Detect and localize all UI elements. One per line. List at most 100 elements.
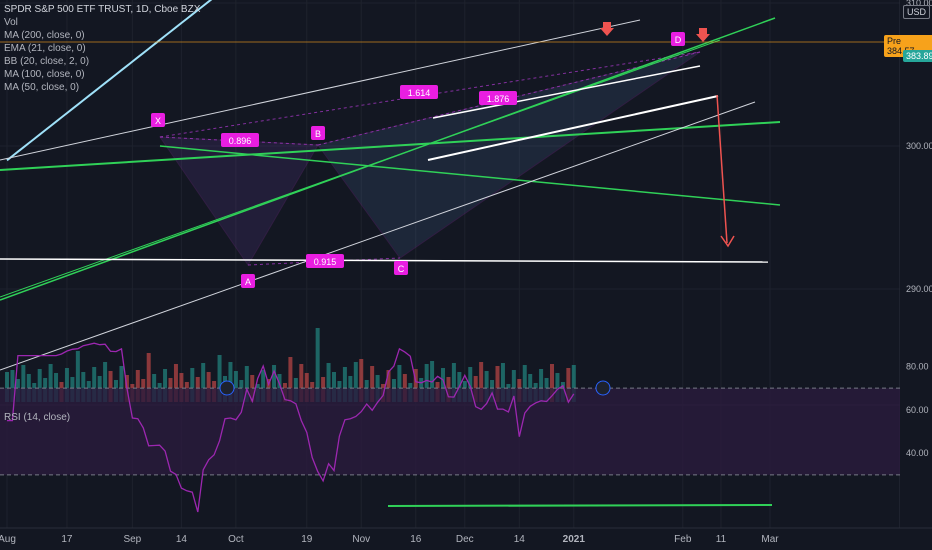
legend-ma200[interactable]: MA (200, close, 0) <box>4 30 85 41</box>
volume-bar <box>54 373 59 402</box>
down-arrow-icon <box>696 28 710 42</box>
resistance-line <box>432 65 701 119</box>
volume-bar <box>299 364 304 402</box>
volume-bar <box>484 371 489 402</box>
trend-lines <box>0 17 900 371</box>
time-tick-label: 19 <box>301 534 313 545</box>
rsi-support-line <box>387 504 773 507</box>
currency-label[interactable]: USD <box>903 5 931 19</box>
moving-averages <box>6 0 213 162</box>
volume-bar <box>402 374 407 402</box>
ma200-line <box>6 0 213 162</box>
pattern-point-d-bg <box>671 32 685 46</box>
volume-bar <box>304 373 309 402</box>
volume-bar <box>21 365 26 402</box>
volume-bar <box>370 366 375 402</box>
pattern-ratio: 0.915 <box>314 257 337 267</box>
time-tick-label: 14 <box>514 534 526 545</box>
rsi-band <box>0 388 900 475</box>
pattern-point-c: C <box>398 264 405 274</box>
green-trendline-down <box>159 145 781 206</box>
price-tick-label: 300.00 <box>906 141 932 151</box>
volume-bar <box>386 370 391 402</box>
pattern-point-d: D <box>675 35 682 45</box>
volume-bar <box>511 370 516 402</box>
pattern-bcd <box>317 51 701 259</box>
volume-bar <box>539 369 544 402</box>
volume-bar <box>48 364 53 402</box>
volume-bar <box>566 368 571 402</box>
legend-ma50[interactable]: MA (50, close, 0) <box>4 82 80 93</box>
time-tick-label: 16 <box>410 534 422 545</box>
volume-bar <box>146 353 151 402</box>
pattern-ratio: 1.876 <box>487 94 510 104</box>
channel-lower <box>0 101 756 371</box>
volume-bar <box>451 363 456 402</box>
legend: SPDR S&P 500 ETF TRUST, 1D, Cboe BZX Vol… <box>4 3 200 94</box>
green-trendline-flat <box>0 121 781 171</box>
axis-bg <box>900 0 932 550</box>
time-tick-label: 17 <box>61 534 73 545</box>
pattern-diagonal <box>159 51 701 138</box>
volume-bar <box>468 367 473 402</box>
legend-ema21[interactable]: EMA (21, close, 0) <box>4 43 86 54</box>
volume-bar <box>397 365 402 402</box>
pre-label: Pre <box>887 36 902 46</box>
volume-bar <box>441 368 445 402</box>
time-tick-label: Nov <box>352 534 370 545</box>
pattern-ratio-bg <box>479 91 517 105</box>
volume-bar <box>277 374 282 402</box>
rsi-tick-label: 80.00 <box>906 361 929 371</box>
volume-bar <box>103 362 108 402</box>
volume-bar <box>315 328 320 402</box>
pattern-ratio-bg <box>306 254 344 268</box>
volume-bar <box>522 365 527 402</box>
volume-bar <box>217 355 222 402</box>
down-arrow-icon <box>600 22 614 36</box>
time-tick-label: Oct <box>228 534 244 545</box>
legend-ma100[interactable]: MA (100, close, 0) <box>4 69 85 80</box>
time-tick-label: Sep <box>123 534 141 545</box>
pattern-ratio: 1.614 <box>408 88 431 98</box>
legend-bb[interactable]: BB (20, close, 2, 0) <box>4 56 90 67</box>
volume-bar <box>206 372 211 402</box>
volume-bar <box>244 366 249 402</box>
pattern-point-b: B <box>315 129 321 139</box>
symbol-title[interactable]: SPDR S&P 500 ETF TRUST, 1D, Cboe BZX <box>4 4 201 15</box>
pattern-diagonal <box>247 257 401 266</box>
time-axis: Aug 17 Sep 14 Oct 19 Nov 16 Dec 14 2021 Feb 11 Mar <box>0 527 932 545</box>
volume-bar <box>288 357 293 402</box>
pattern-point-a-bg <box>241 274 255 288</box>
volume-bar <box>10 370 15 402</box>
time-tick-label: Dec <box>456 534 474 545</box>
rsi-line <box>7 342 575 513</box>
volume-bar <box>555 373 560 402</box>
green-channel-mid <box>0 39 721 298</box>
volume-bar <box>571 365 576 402</box>
time-tick-label: 2021 <box>563 534 586 545</box>
legend-vol[interactable]: Vol <box>4 17 18 28</box>
pattern-point-x-bg <box>151 113 165 127</box>
channel-upper <box>0 19 641 161</box>
rsi-tick-label: 40.00 <box>906 448 929 458</box>
volume-bar <box>528 374 533 402</box>
volume-bar <box>135 370 140 402</box>
rsi-legend[interactable]: RSI (14, close) <box>4 412 71 423</box>
volume-bar <box>108 371 113 402</box>
volume-bar <box>479 362 484 402</box>
dividend-marker-icon <box>219 380 235 396</box>
volume-bar <box>92 367 97 402</box>
volume-bar <box>201 363 206 402</box>
volume-bar <box>173 364 178 402</box>
pre-value: 384.57 <box>887 46 915 56</box>
time-tick-label: Aug <box>0 534 16 545</box>
volume-bar <box>332 372 336 402</box>
volume-bar <box>64 368 69 402</box>
volume-bar <box>37 369 42 402</box>
time-tick-label: 11 <box>716 534 727 545</box>
pattern-ratio-bg <box>221 133 259 147</box>
volume-bar <box>353 362 358 402</box>
volume-bar <box>75 351 80 402</box>
volume-bar <box>359 359 364 402</box>
